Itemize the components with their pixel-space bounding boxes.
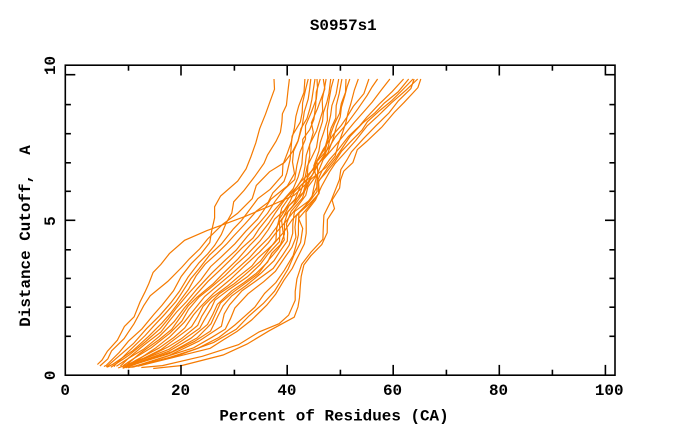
- svg-text:S0957s1: S0957s1: [310, 17, 377, 35]
- svg-text:Distance Cutoff, A: Distance Cutoff, A: [17, 145, 35, 327]
- svg-text:20: 20: [171, 382, 190, 400]
- svg-text:100: 100: [595, 382, 624, 400]
- svg-text:80: 80: [489, 382, 508, 400]
- svg-text:0: 0: [42, 371, 60, 381]
- svg-text:0: 0: [60, 382, 70, 400]
- svg-text:10: 10: [42, 56, 60, 75]
- svg-text:40: 40: [277, 382, 296, 400]
- svg-text:60: 60: [383, 382, 402, 400]
- svg-text:5: 5: [42, 216, 60, 226]
- svg-text:Percent of Residues (CA): Percent of Residues (CA): [219, 407, 448, 425]
